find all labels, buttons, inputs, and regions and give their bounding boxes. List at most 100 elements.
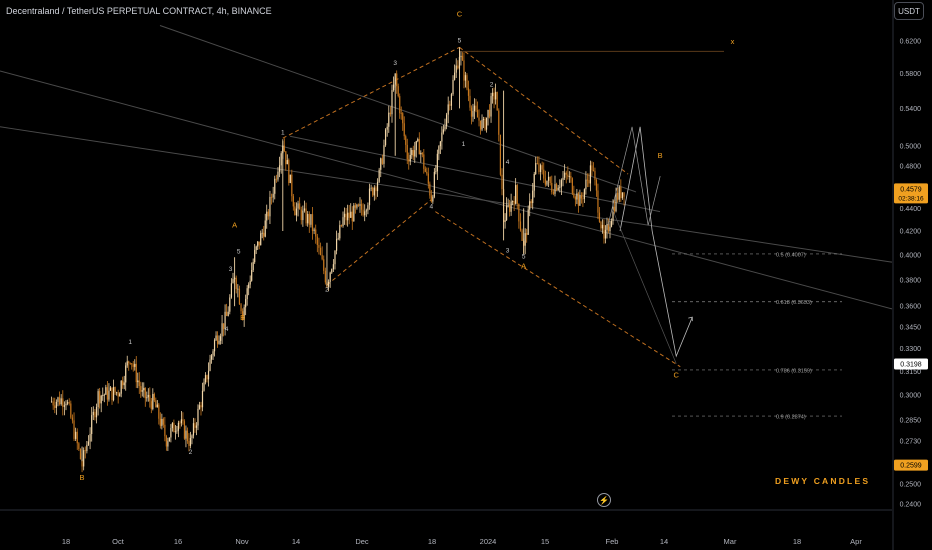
candle-body (100, 395, 102, 404)
candle-body (331, 269, 333, 273)
price-tag-box (894, 459, 928, 471)
candle-body (89, 433, 91, 442)
candle-body (433, 171, 435, 197)
candle-body (473, 105, 476, 112)
lightning-icon[interactable]: ⚡ (597, 493, 611, 507)
candle-body (165, 436, 167, 447)
candle-body (546, 180, 548, 185)
candle-body (543, 169, 545, 179)
candle-body (332, 264, 334, 270)
candle-body (357, 204, 360, 206)
channel-line (435, 211, 681, 368)
candle-body (412, 150, 414, 157)
candle-body (182, 419, 184, 422)
candle-body (180, 419, 183, 424)
candle-body (140, 386, 142, 392)
channel-line (326, 199, 432, 286)
candle-body (603, 224, 605, 239)
candle-body (463, 60, 465, 81)
candle-body (339, 225, 341, 239)
candle-body (472, 111, 474, 117)
y-tick-label: 0.3000 (900, 393, 922, 400)
candle-body (146, 397, 148, 399)
fib-level-label: 0.5 (0.4007) (776, 252, 806, 258)
candle-body (439, 141, 441, 147)
candle-body (509, 205, 511, 212)
candle-body (490, 96, 492, 117)
candle-body (538, 163, 540, 173)
candle-body (383, 145, 385, 164)
candle-body (609, 226, 611, 232)
candle-body (275, 178, 277, 180)
candle-body (507, 205, 509, 206)
candle-body (174, 431, 177, 433)
candle-body (162, 418, 164, 425)
fib-level-label: 0.9 (0.2874) (776, 415, 806, 421)
candle-body (411, 150, 413, 155)
candle-body (243, 307, 245, 320)
candle-body (535, 163, 537, 175)
candle-body (353, 205, 355, 222)
candle-body (519, 221, 522, 231)
candle-body (316, 236, 318, 245)
chart-title: Decentraland / TetherUS PERPETUAL CONTRA… (6, 6, 272, 16)
candle-body (381, 158, 383, 164)
y-tick-label: 0.2500 (900, 482, 922, 489)
candle-body (364, 211, 366, 216)
candle-body (378, 169, 380, 182)
candle-body (86, 444, 88, 452)
candle-body (267, 211, 269, 217)
candle-body (491, 92, 494, 97)
candle-body (429, 183, 431, 196)
candle-body (589, 165, 592, 184)
candle-body (360, 204, 363, 210)
candle-body (549, 176, 551, 184)
candle-body (430, 195, 432, 202)
price-tag-box (894, 183, 928, 204)
candle-body (521, 230, 523, 241)
candle-body (137, 380, 139, 383)
candle-body (469, 95, 471, 108)
candle-body (415, 141, 417, 151)
candle-body (249, 280, 251, 285)
candle-body (132, 364, 134, 367)
candle-body (389, 112, 391, 115)
candle-body (476, 110, 479, 118)
x-tick-label: 18 (793, 537, 801, 546)
candle-body (356, 204, 358, 208)
candle-body (285, 151, 287, 165)
candle-body (305, 208, 307, 224)
candle-body (167, 441, 169, 447)
candle-body (424, 168, 426, 172)
candle-body (260, 233, 262, 246)
candle-body (67, 402, 69, 404)
wave-label: 3 (229, 266, 233, 273)
price-tag-value: 0.4579 (900, 186, 922, 193)
currency-button[interactable]: USDT (894, 2, 924, 20)
price-tag-low: 0.2599 (894, 459, 928, 471)
candle-body (610, 221, 613, 227)
candle-body (376, 181, 379, 192)
candle-body (147, 394, 149, 398)
candle-body (544, 178, 546, 185)
candle-body (213, 340, 216, 352)
candle-body (230, 283, 233, 298)
candle-body (311, 214, 314, 232)
candle-body (501, 174, 503, 190)
candle-body (63, 405, 65, 407)
candle-body (188, 441, 190, 446)
candle-body (183, 421, 186, 439)
candle-body (79, 449, 82, 460)
y-tick-label: 0.3450 (900, 324, 922, 331)
candle-body (426, 171, 428, 174)
candle-body (460, 55, 462, 58)
candle-body (365, 210, 367, 212)
candle-body (345, 213, 347, 221)
candle-body (206, 375, 208, 380)
y-tick-label: 0.3300 (900, 346, 922, 353)
y-tick-label: 0.5000 (900, 143, 922, 150)
candle-body (141, 390, 143, 392)
price-tag-current: 0.4579 02:38:16 (894, 183, 928, 204)
candle-body (161, 418, 163, 426)
